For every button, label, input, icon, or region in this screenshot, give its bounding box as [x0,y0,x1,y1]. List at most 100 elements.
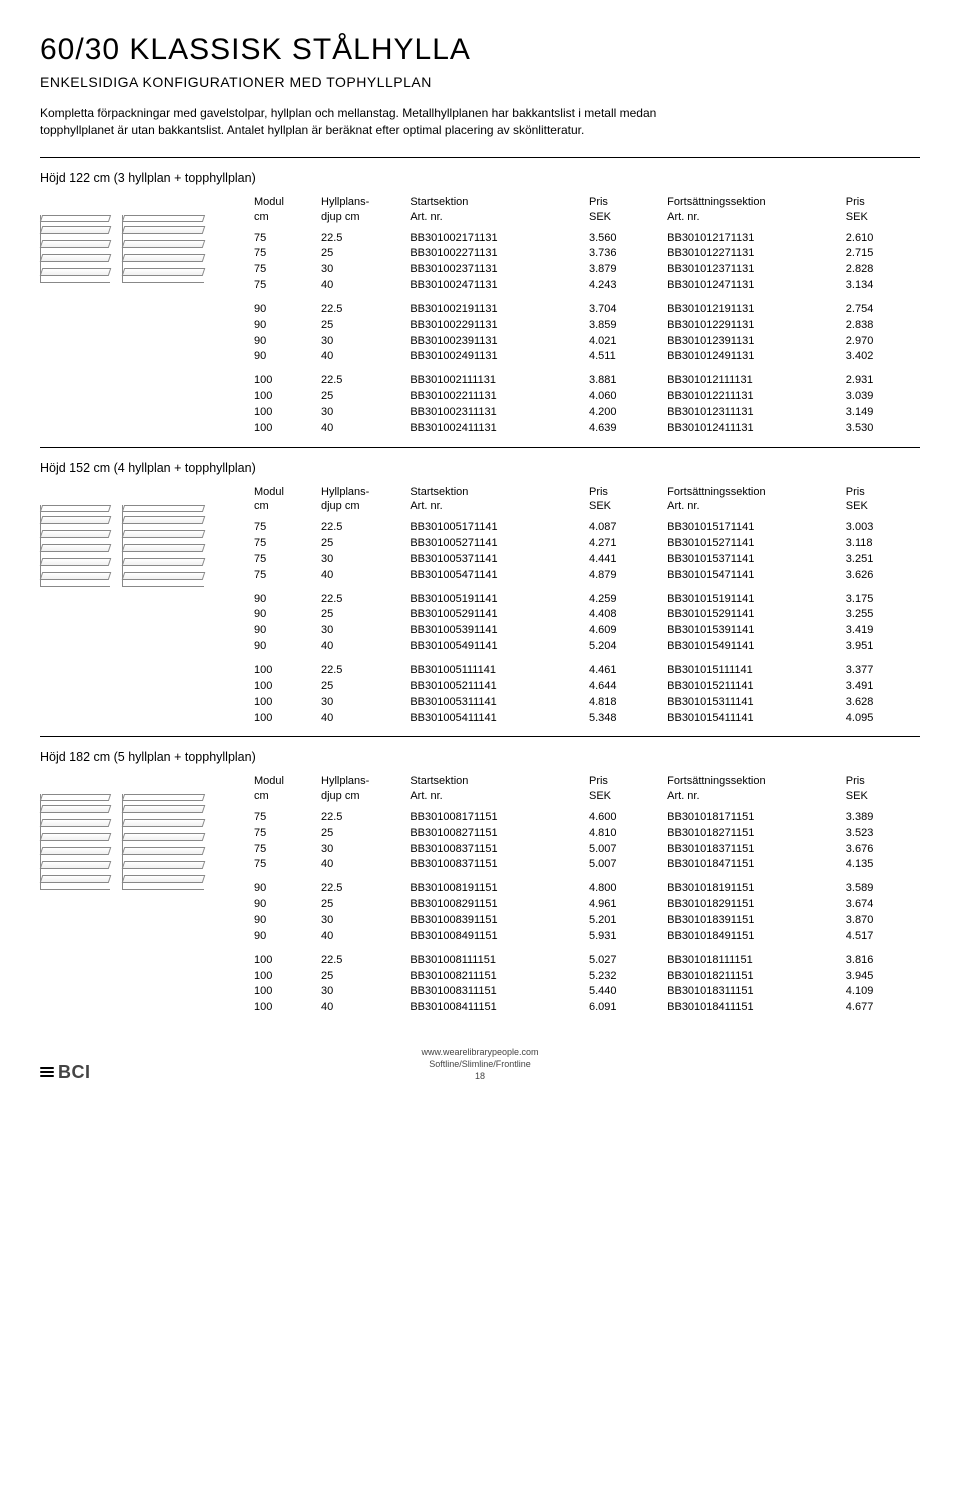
table-cell: 3.859 [585,318,663,334]
table-block: 10022.5BB3010081111515.027BB301018111151… [250,945,920,1016]
table-cell: 4.087 [585,520,663,536]
column-header: FortsättningssektionArt. nr. [663,774,842,810]
price-table-wrap: ModulcmHyllplans-djup cmStartsektionArt.… [250,195,920,437]
shelf-illustration [40,485,230,587]
table-cell: BB301015311141 [663,695,842,711]
table-cell: 3.589 [842,881,920,897]
table-block: 7522.5BB3010051711414.087BB3010151711413… [250,520,920,583]
table-cell: 90 [250,318,317,334]
table-cell: BB301012471131 [663,278,842,294]
table-cell: 3.530 [842,421,920,437]
column-header: PrisSEK [585,485,663,521]
column-header: Modulcm [250,774,317,810]
table-cell: BB301018211151 [663,969,842,985]
table-cell: BB301002111131 [406,373,585,389]
table-cell: BB301015211141 [663,679,842,695]
section-title: Höjd 182 cm (5 hyllplan + topphyllplan) [40,749,920,766]
table-row: 9025BB3010052911414.408BB3010152911413.2… [250,607,920,623]
table-cell: 25 [317,246,406,262]
table-row: 9022.5BB3010051911414.259BB3010151911413… [250,592,920,608]
brand-icon [40,1067,54,1077]
table-row: 7522.5BB3010081711514.600BB3010181711513… [250,810,920,826]
table-cell: BB301018391151 [663,913,842,929]
table-row: 7522.5BB3010051711414.087BB3010151711413… [250,520,920,536]
section-divider [40,157,920,158]
table-cell: 4.639 [585,421,663,437]
table-cell: 75 [250,536,317,552]
column-header: StartsektionArt. nr. [406,774,585,810]
table-cell: BB301012171131 [663,231,842,247]
table-cell: BB301008211151 [406,969,585,985]
brand-text: BCI [58,1060,91,1084]
table-row: 10022.5BB3010021111313.881BB301012111131… [250,373,920,389]
table-cell: 100 [250,953,317,969]
table-cell: 3.377 [842,663,920,679]
table-cell: 3.704 [585,302,663,318]
table-cell: 3.523 [842,826,920,842]
table-cell: 4.243 [585,278,663,294]
table-cell: 4.677 [842,1000,920,1016]
table-cell: 25 [317,536,406,552]
table-cell: BB301002271131 [406,246,585,262]
table-row: 9040BB3010054911415.204BB3010154911413.9… [250,639,920,655]
column-header: PrisSEK [585,195,663,231]
table-cell: 4.259 [585,592,663,608]
table-cell: 5.204 [585,639,663,655]
table-cell: BB301015111141 [663,663,842,679]
table-cell: 4.200 [585,405,663,421]
table-cell: 5.007 [585,842,663,858]
table-row: 7540BB3010083711515.007BB3010184711514.1… [250,857,920,873]
table-row: 10025BB3010082111515.232BB3010182111513.… [250,969,920,985]
table-cell: 30 [317,623,406,639]
table-cell: 3.389 [842,810,920,826]
table-cell: 22.5 [317,881,406,897]
table-cell: 3.402 [842,349,920,365]
table-cell: BB301005271141 [406,536,585,552]
column-header: Modulcm [250,485,317,521]
table-cell: BB301002391131 [406,334,585,350]
table-cell: 40 [317,349,406,365]
section-title: Höjd 122 cm (3 hyllplan + topphyllplan) [40,170,920,187]
table-cell: BB301015411141 [663,711,842,727]
table-row: 7540BB3010024711314.243BB3010124711313.1… [250,278,920,294]
table-cell: 3.870 [842,913,920,929]
table-cell: 2.838 [842,318,920,334]
table-cell: 22.5 [317,373,406,389]
table-row: 10022.5BB3010051111414.461BB301015111141… [250,663,920,679]
table-row: 7525BB3010052711414.271BB3010152711413.1… [250,536,920,552]
table-cell: 90 [250,334,317,350]
table-block: 9022.5BB3010081911514.800BB3010181911513… [250,873,920,944]
table-cell: 100 [250,421,317,437]
table-cell: 22.5 [317,663,406,679]
table-cell: 40 [317,278,406,294]
table-cell: 100 [250,663,317,679]
table-row: 10040BB3010084111516.091BB3010184111514.… [250,1000,920,1016]
table-cell: BB301008111151 [406,953,585,969]
table-cell: BB301008311151 [406,984,585,1000]
table-cell: 2.715 [842,246,920,262]
section-row: ModulcmHyllplans-djup cmStartsektionArt.… [40,485,920,727]
table-cell: 3.674 [842,897,920,913]
table-cell: 100 [250,373,317,389]
table-cell: BB301012311131 [663,405,842,421]
table-cell: 75 [250,826,317,842]
table-cell: 4.600 [585,810,663,826]
table-row: 10025BB3010022111314.060BB3010122111313.… [250,389,920,405]
table-block: 9022.5BB3010051911414.259BB3010151911413… [250,584,920,655]
table-cell: 40 [317,568,406,584]
table-cell: 90 [250,592,317,608]
table-cell: 4.060 [585,389,663,405]
table-cell: BB301002171131 [406,231,585,247]
table-cell: BB301005371141 [406,552,585,568]
table-cell: 4.644 [585,679,663,695]
table-cell: BB301015491141 [663,639,842,655]
price-table: ModulcmHyllplans-djup cmStartsektionArt.… [250,485,920,727]
table-cell: BB301002291131 [406,318,585,334]
table-cell: 30 [317,552,406,568]
shelf-icon [40,794,110,890]
table-row: 9022.5BB3010021911313.704BB3010121911312… [250,302,920,318]
table-row: 10025BB3010052111414.644BB3010152111413.… [250,679,920,695]
shelf-icon [40,505,110,587]
table-cell: 75 [250,568,317,584]
table-cell: 4.408 [585,607,663,623]
